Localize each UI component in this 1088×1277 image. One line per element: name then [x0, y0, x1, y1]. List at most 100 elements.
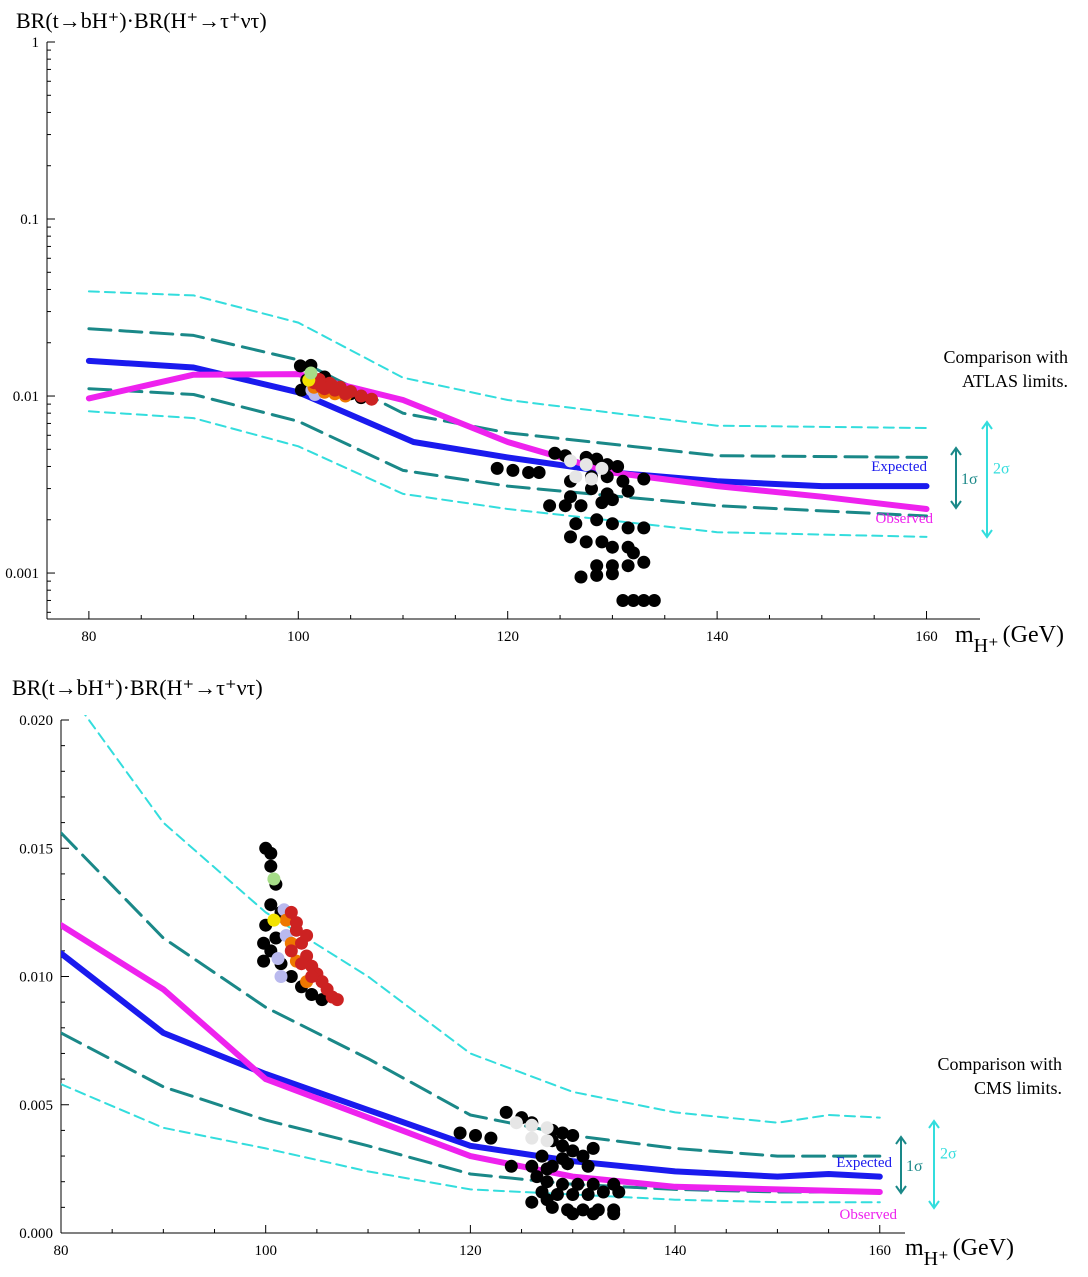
x-tick-label: 80: [81, 629, 96, 645]
scan-point-black: [293, 359, 307, 373]
x-tick-label: 80: [54, 1243, 69, 1259]
scan-point-white: [579, 458, 593, 472]
atlas-comparison-panel: 80 100 120 140 160 1 0.1 0.01 0.001 BR(t→bH⁺)·BR(…: [5, 8, 1068, 657]
scan-point-black: [585, 482, 598, 496]
comparison-annotation: Comparison with: [938, 1054, 1063, 1074]
x-tick-label: 160: [869, 1243, 892, 1259]
scan-point-black: [540, 1193, 554, 1207]
scan-point-black: [548, 446, 562, 460]
scan-point-black: [264, 898, 278, 912]
two-sigma-label: 2σ: [993, 461, 1010, 478]
scan-point-black: [284, 970, 298, 983]
scan-point-white: [569, 470, 583, 484]
one-sigma-label: 1σ: [961, 471, 978, 488]
scan-point-black: [581, 1159, 595, 1173]
observed-limit-line: [61, 922, 883, 1195]
scan-point-black: [453, 1126, 467, 1140]
scan-point-lavender: [274, 970, 288, 983]
scan-point-red: [330, 993, 344, 1007]
scan-point-black: [566, 1129, 580, 1142]
scan-point-black: [535, 1149, 549, 1163]
scan-point-green: [267, 872, 281, 886]
one-sigma-arrow-head-top: [895, 1135, 907, 1145]
y-tick-label: 0.000: [19, 1226, 53, 1242]
scan-point-red: [284, 944, 298, 958]
scan-point-black: [264, 859, 278, 873]
x-tick-label: 100: [254, 1243, 277, 1259]
x-tick-label: 160: [915, 629, 938, 645]
scan-point-black: [595, 535, 609, 549]
scan-point-black: [566, 1207, 580, 1221]
scan-point-black: [566, 1188, 580, 1201]
scan-point-black: [595, 496, 609, 510]
y-tick-label: 0.015: [19, 841, 53, 857]
scan-point-red: [284, 905, 298, 919]
scan-point-black: [612, 1185, 626, 1199]
scan-point-black: [522, 466, 536, 479]
scan-point-red: [305, 970, 319, 983]
scan-point-black: [550, 1188, 564, 1201]
scan-point-black: [637, 521, 651, 535]
scan-point-green: [304, 366, 318, 380]
plus2sigma-limit-line: [84, 715, 881, 1124]
scan-point-black: [525, 1159, 539, 1173]
scan-point-black: [484, 1131, 498, 1145]
observed-series-label: Observed: [876, 511, 934, 527]
two-sigma-arrow-head-top: [981, 420, 993, 430]
minus2sigma-limit-line: [61, 1083, 881, 1204]
x-axis-label: mH⁺ (GeV): [905, 1235, 1014, 1270]
one-sigma-arrow-head-bottom: [895, 1185, 907, 1195]
one-sigma-label: 1σ: [906, 1158, 923, 1175]
scan-point-black: [532, 466, 546, 479]
y-axis-label: BR(t→bH⁺)·BR(H⁺→τ⁺ντ): [16, 8, 267, 33]
scan-point-black: [315, 993, 329, 1007]
scan-point-black: [621, 521, 635, 535]
scan-point-black: [596, 1185, 610, 1199]
x-tick-label: 140: [706, 629, 729, 645]
scan-point-black: [581, 1188, 595, 1201]
scan-point-black: [616, 594, 630, 607]
two-sigma-arrow-head-bottom: [928, 1200, 940, 1210]
x-axis-label-main: m: [955, 622, 974, 648]
two-sigma-label: 2σ: [940, 1146, 957, 1163]
scan-point-black: [607, 1207, 621, 1221]
scan-point-black: [637, 594, 651, 607]
scan-point-red: [338, 387, 352, 401]
x-tick-label: 120: [459, 1243, 482, 1259]
scan-point-white: [585, 472, 598, 486]
two-sigma-arrow-head-top: [928, 1119, 940, 1129]
plus1sigma-limit-line: [87, 327, 928, 459]
scan-point-white: [595, 461, 609, 475]
x-tick-label: 140: [664, 1243, 687, 1259]
scan-point-black: [586, 1177, 600, 1191]
scan-point-black: [257, 954, 271, 968]
scan-point-black: [574, 570, 588, 584]
scan-point-yellow: [267, 913, 281, 927]
scan-point-black: [626, 546, 640, 560]
expected-limit-line: [61, 950, 883, 1180]
minus1sigma-limit-line: [87, 387, 928, 518]
scan-point-black: [490, 461, 504, 475]
scan-point-black: [576, 1149, 590, 1163]
scan-point-black: [579, 535, 593, 549]
cms-comparison-panel: 80 100 120 140 160 0.000 0.005 0.010 0.015 0.020 B…: [0, 665, 1088, 1277]
scan-point-red: [354, 389, 368, 403]
scan-point-lavender: [271, 952, 285, 965]
minus1sigma-limit-line: [61, 1031, 882, 1194]
scan-point-black: [586, 1141, 600, 1155]
scan-point-white: [540, 1134, 554, 1148]
x-axis-label-unit: (GeV): [953, 1235, 1014, 1261]
scan-point-black: [637, 555, 651, 569]
scan-point-black: [561, 1157, 575, 1171]
scan-point-black: [540, 1162, 554, 1176]
x-tick-label: 100: [287, 629, 310, 645]
scan-point-black: [564, 530, 577, 544]
scan-point-black: [574, 499, 588, 513]
scan-point-black: [543, 499, 557, 513]
x-axis-label-subscript: H⁺: [974, 635, 999, 657]
scan-point-red: [314, 380, 328, 394]
scan-point-black: [566, 1144, 580, 1158]
scan-point-black: [264, 846, 278, 860]
two-sigma-arrow-head-bottom: [981, 529, 993, 539]
scan-point-black: [616, 474, 630, 488]
